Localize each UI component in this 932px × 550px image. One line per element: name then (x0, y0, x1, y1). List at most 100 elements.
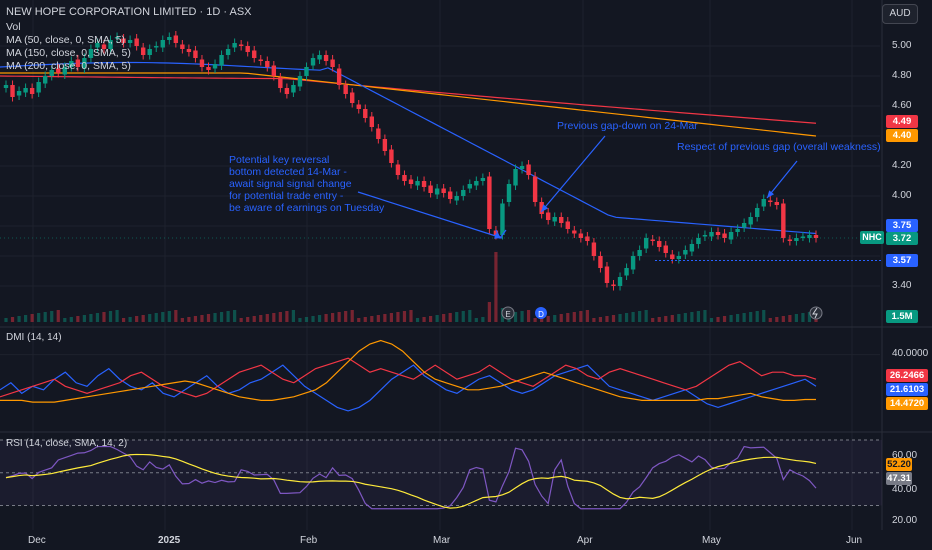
rsi-pane-label[interactable]: RSI (14, close, SMA, 14, 2) (6, 438, 128, 449)
volume-bar (357, 318, 361, 322)
ma150-line (0, 72, 817, 137)
gap-level-tag: 3.57 (886, 254, 918, 267)
volume-bar (677, 314, 681, 322)
volume-bar (17, 316, 21, 322)
symbol-title[interactable]: NEW HOPE CORPORATION LIMITED · 1D · ASX (6, 6, 252, 18)
volume-bar (520, 311, 524, 322)
dmi-line (0, 339, 817, 403)
candle-body (755, 208, 760, 217)
currency-button[interactable]: AUD (882, 4, 918, 24)
volume-bar (540, 317, 544, 322)
candle-body (598, 256, 603, 268)
candle-body (813, 235, 819, 238)
candle-body (265, 61, 270, 67)
dmi-plus-tag: 21.6103 (886, 383, 928, 396)
candle-body (140, 47, 146, 55)
candle-body (62, 67, 67, 75)
gap-down-arrow-head (541, 204, 549, 212)
y-tick: 5.00 (892, 40, 912, 51)
ma150-indicator-label[interactable]: MA (150, close, 0, SMA, 5) (6, 47, 131, 59)
candle-body (3, 85, 9, 88)
candle-body (728, 232, 734, 240)
volume-tag: 1.5M (886, 310, 918, 323)
volume-bar (37, 313, 41, 322)
volume-bar (442, 314, 446, 322)
volume-bar (788, 315, 792, 322)
volume-bar (683, 313, 687, 322)
candle-body (297, 76, 303, 87)
ma50-indicator-label[interactable]: MA (50, close, 0, SMA, 5) (6, 34, 126, 46)
volume-bar (389, 313, 394, 322)
rsi-y-tick: 60.00 (892, 450, 918, 461)
candle-body (676, 256, 682, 259)
volume-bar (546, 316, 550, 322)
volume-bar (187, 317, 191, 322)
volume-bar (422, 317, 426, 322)
volume-bar (219, 312, 224, 322)
candle-body (36, 82, 41, 93)
candle-body (49, 70, 54, 76)
volume-bar (487, 302, 491, 322)
candle-body (624, 268, 629, 276)
candle-body (650, 239, 655, 241)
candle-body (617, 277, 623, 286)
candle-body (356, 104, 361, 109)
dmi-pane-label[interactable]: DMI (14, 14) (6, 332, 62, 343)
candle-body (271, 65, 277, 76)
volume-bar (775, 317, 779, 322)
volume-bar (396, 312, 400, 322)
candle-body (408, 179, 414, 184)
annotation-line: Potential key reversal (229, 154, 330, 166)
volume-bar (265, 314, 269, 322)
candle-body (343, 85, 348, 94)
volume-bar (696, 311, 701, 322)
volume-bar (95, 313, 100, 322)
candle-body (108, 40, 113, 49)
ma200-indicator-label[interactable]: MA (200, close, 0, SMA, 5) (6, 60, 131, 72)
volume-bar (206, 314, 211, 322)
annotation-line: bottom detected 14-Mar - (229, 166, 347, 178)
volume-bar (233, 310, 237, 322)
volume-bar (226, 311, 230, 322)
volume-bar (526, 310, 531, 322)
candle-body (421, 181, 427, 187)
volume-bar (246, 317, 250, 322)
reversal-annotation[interactable]: Potential key reversal bottom detected 1… (229, 154, 384, 214)
candle-body (238, 44, 244, 46)
candle-body (689, 244, 695, 252)
volume-bar (644, 310, 648, 322)
candle-body (572, 230, 577, 234)
volume-bar (598, 317, 603, 322)
y-tick: 4.00 (892, 190, 912, 201)
volume-indicator-label[interactable]: Vol (6, 21, 21, 33)
volume-bar (23, 315, 28, 322)
volume-bar (291, 310, 296, 322)
volume-bar (435, 315, 439, 322)
x-tick: May (702, 535, 721, 546)
volume-bar (455, 312, 459, 322)
gap-down-annotation[interactable]: Previous gap-down on 24-Mar (557, 120, 698, 132)
volume-bar (474, 318, 478, 322)
volume-bar (631, 312, 635, 322)
candle-body (193, 50, 198, 58)
volume-bar (63, 318, 67, 322)
volume-bar (82, 315, 86, 322)
volume-bar (762, 310, 766, 322)
candle-body (134, 38, 139, 46)
volume-bar (703, 310, 707, 322)
volume-bar (709, 318, 714, 322)
respect-gap-annotation[interactable]: Respect of previous gap (overall weaknes… (677, 141, 881, 153)
candle-body (807, 235, 812, 238)
volume-bar (559, 314, 563, 322)
lightning-icon (812, 307, 818, 319)
candle-body (75, 59, 81, 67)
candle-body (591, 242, 597, 256)
candle-body (461, 190, 466, 196)
volume-bar (239, 318, 243, 322)
candle-body (428, 185, 433, 193)
x-tick: Apr (577, 535, 593, 546)
volume-bar (383, 314, 387, 322)
y-tick: 4.20 (892, 160, 912, 171)
candle-body (434, 188, 440, 195)
